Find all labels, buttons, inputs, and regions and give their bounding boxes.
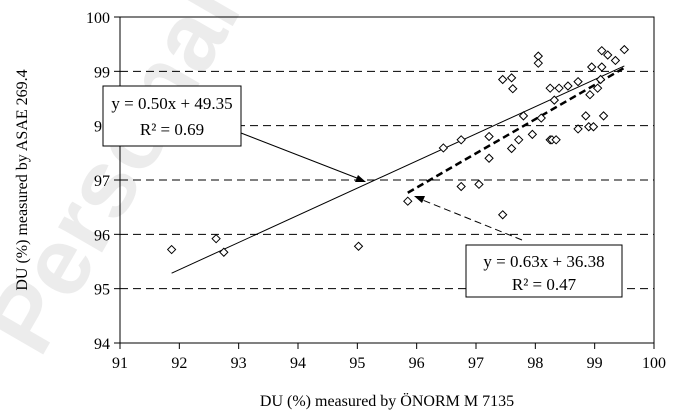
y-tick-label: 95 bbox=[94, 282, 110, 299]
data-point bbox=[497, 74, 508, 85]
x-tick-label: 98 bbox=[527, 355, 543, 372]
annotation-solid-equation: y = 0.50x + 49.35 bbox=[111, 94, 232, 113]
annotation-dashed-arrow bbox=[419, 198, 523, 241]
data-point bbox=[619, 44, 630, 55]
y-tick-label: 99 bbox=[94, 64, 110, 81]
x-tick-label: 97 bbox=[468, 355, 484, 372]
annotation-dashed-arrowhead bbox=[414, 196, 425, 203]
y-tick-label: 96 bbox=[94, 227, 110, 244]
data-point bbox=[545, 83, 555, 93]
data-point bbox=[595, 74, 606, 85]
data-point bbox=[581, 111, 591, 121]
data-point bbox=[456, 135, 466, 145]
data-point bbox=[506, 143, 517, 154]
data-point bbox=[610, 55, 621, 66]
data-point bbox=[585, 89, 595, 100]
data-point bbox=[403, 196, 413, 206]
y-axis-label: DU (%) measured by ASAE 269.4 bbox=[14, 69, 31, 290]
x-tick-label: 99 bbox=[587, 355, 603, 372]
x-tick-label: 96 bbox=[409, 355, 425, 372]
data-point bbox=[592, 83, 603, 93]
data-point bbox=[554, 83, 564, 93]
data-point bbox=[506, 73, 517, 83]
data-point bbox=[597, 45, 607, 56]
x-tick-label: 100 bbox=[642, 355, 666, 372]
data-point bbox=[514, 135, 524, 145]
data-point bbox=[456, 181, 466, 192]
annotation-dashed-equation: y = 0.63x + 36.38 bbox=[483, 252, 604, 271]
data-point bbox=[474, 179, 484, 190]
data-point bbox=[497, 210, 508, 220]
x-tick-label: 92 bbox=[171, 355, 187, 372]
data-point bbox=[597, 62, 607, 72]
data-point bbox=[211, 233, 221, 244]
annotation-solid-fit: y = 0.50x + 49.35 R² = 0.69 bbox=[102, 85, 366, 182]
x-tick-label: 91 bbox=[112, 355, 128, 372]
data-point bbox=[551, 135, 561, 145]
trendline-solid bbox=[171, 65, 625, 274]
data-point bbox=[586, 62, 597, 72]
trendline-dashed bbox=[407, 66, 625, 194]
data-point bbox=[484, 131, 494, 142]
data-points bbox=[166, 44, 630, 257]
y-tick-label: 100 bbox=[86, 10, 110, 27]
trendlines bbox=[171, 65, 625, 274]
data-point bbox=[563, 81, 573, 91]
data-point bbox=[598, 111, 609, 121]
data-point bbox=[603, 50, 613, 60]
annotation-dashed-box bbox=[465, 244, 623, 298]
x-tick-label: 94 bbox=[290, 355, 306, 372]
data-point bbox=[353, 241, 364, 251]
annotation-solid-r2: R² = 0.69 bbox=[140, 120, 204, 139]
y-tick-label: 94 bbox=[94, 336, 110, 353]
data-point bbox=[549, 95, 560, 105]
x-tick-label: 93 bbox=[231, 355, 247, 372]
annotation-solid-arrow bbox=[240, 132, 363, 181]
annotation-solid-arrowhead bbox=[355, 175, 366, 182]
annotation-dashed-r2: R² = 0.47 bbox=[512, 275, 577, 294]
x-tick-label: 95 bbox=[349, 355, 365, 372]
data-point bbox=[518, 111, 529, 121]
data-point bbox=[527, 129, 538, 140]
data-point bbox=[166, 244, 177, 255]
annotation-solid-box bbox=[102, 85, 242, 147]
watermark: Personal bbox=[0, 0, 261, 370]
data-point bbox=[536, 113, 546, 123]
data-point bbox=[219, 247, 229, 257]
x-axis-ticks: 91 92 93 94 95 96 97 98 99 100 bbox=[112, 343, 666, 372]
data-point bbox=[573, 76, 583, 87]
data-point bbox=[573, 124, 583, 134]
y-tick-label: 97 bbox=[94, 173, 110, 190]
data-point bbox=[533, 58, 544, 68]
data-point bbox=[438, 143, 449, 153]
data-point bbox=[508, 84, 518, 94]
data-point bbox=[484, 153, 494, 163]
data-point bbox=[588, 122, 599, 132]
x-axis-label: DU (%) measured by ÖNORM M 7135 bbox=[260, 392, 514, 410]
annotation-dashed-fit: y = 0.63x + 36.38 R² = 0.47 bbox=[414, 196, 623, 298]
